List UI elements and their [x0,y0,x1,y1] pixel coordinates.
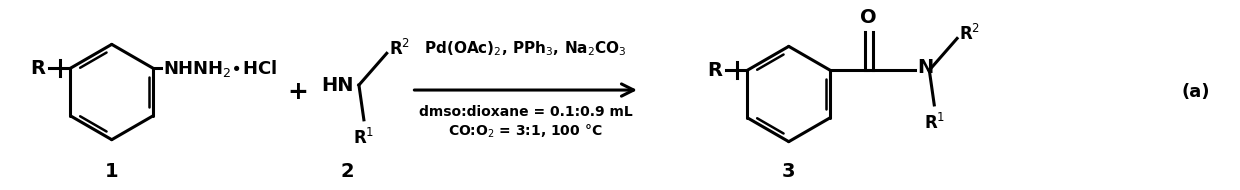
Text: R: R [31,59,46,78]
Text: Pd(OAc)$_2$, PPh$_3$, Na$_2$CO$_3$: Pd(OAc)$_2$, PPh$_3$, Na$_2$CO$_3$ [424,39,627,58]
Text: N: N [918,58,934,77]
Text: HN: HN [321,76,353,95]
Text: R$^2$: R$^2$ [388,39,410,59]
Text: R$^1$: R$^1$ [924,113,945,133]
Text: NHNH$_2$$\bullet$HCl: NHNH$_2$$\bullet$HCl [162,58,277,79]
Text: R$^2$: R$^2$ [959,24,981,44]
Text: 2: 2 [340,162,353,181]
Text: 3: 3 [782,162,796,181]
Text: R: R [708,61,723,80]
Text: (a): (a) [1182,83,1210,101]
Text: dmso:dioxane = 0.1:0.9 mL: dmso:dioxane = 0.1:0.9 mL [419,105,632,119]
Text: CO:O$_2$ = 3:1, 100 °C: CO:O$_2$ = 3:1, 100 °C [449,123,603,140]
Text: R$^1$: R$^1$ [353,128,374,148]
Text: 1: 1 [105,162,119,181]
Text: +: + [286,80,308,104]
Text: O: O [861,8,877,27]
